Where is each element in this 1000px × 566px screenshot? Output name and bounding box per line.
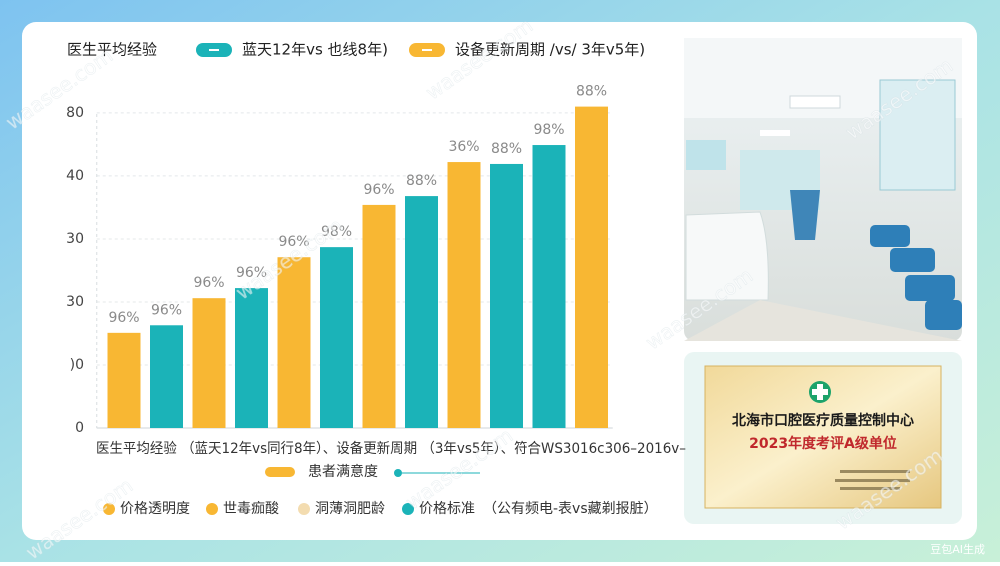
legend-dot [103,503,115,515]
bar-annotation: 88% [576,84,607,100]
bar [320,247,353,428]
bar [447,162,481,429]
bar-annotation: 36% [448,139,479,155]
y-tick-label: 30 [66,294,84,310]
y-tick-label: 0 [75,420,84,436]
bar-annotation: 96% [236,265,267,281]
bar [192,298,226,428]
legend-swatch [265,467,295,477]
bar [150,325,183,428]
bar [107,332,141,428]
bar [362,204,396,428]
bar [532,145,566,428]
legend-label: （公有频电-表vs藏剃报脏） [483,501,658,517]
chart: 0 )0 30 30 40 80 医生平均经验 （蓝天12年vs同行8年）、设备更新周期 （… [66,41,686,518]
legend-label: 设备更新周期 /vs/ 3年v5年) [455,41,645,59]
legend-dot [402,503,414,515]
legend-label: 价格透明度 [120,501,190,517]
y-tick-label: 80 [66,105,84,121]
bar-annotation: 98% [533,122,564,138]
legend-label: 价格标准 [419,501,475,517]
legend-dot [298,503,310,515]
legend-title: 医生平均经验 [67,41,157,59]
legend-label: 患者满意度 [308,463,378,480]
ai-mark: 豆包AI生成 [930,542,985,556]
bar [277,257,311,428]
bar [490,163,523,429]
legend-label: 蓝天12年vs 也线8年) [242,41,388,59]
bar-annotation: 88% [491,141,522,157]
bar-annotation: 96% [363,182,394,198]
legend-label: 洞薄洞肥龄 [315,501,385,517]
bar-annotation: 96% [108,310,139,326]
bar-annotation: 96% [193,275,224,291]
legend-marker [394,469,402,477]
y-tick-label: 30 [66,231,84,247]
bar-annotation: 98% [321,224,352,240]
bar [575,106,608,429]
certificate-panel: 北海市口腔医疗质量控制中心 2023年度考评A级单位 [684,352,962,524]
bar [235,288,268,428]
x-axis-label: 医生平均经验 （蓝天12年vs同行8年）、设备更新周期 （3年vs5年）、符合W… [96,440,686,457]
bar-annotation: 96% [278,234,309,250]
y-tick-label: )0 [70,357,84,373]
certificate-award: 2023年度考评A级单位 [749,435,897,452]
certificate-title: 北海市口腔医疗质量控制中心 [732,412,914,429]
bar-annotation: 88% [406,173,437,189]
bar-annotation: 96% [151,302,182,318]
legend-label: 世毒痂酸 [223,501,279,517]
legend-dot [206,503,218,515]
clinic-photo [684,38,962,341]
bar [405,196,438,428]
y-tick-label: 40 [66,168,84,184]
